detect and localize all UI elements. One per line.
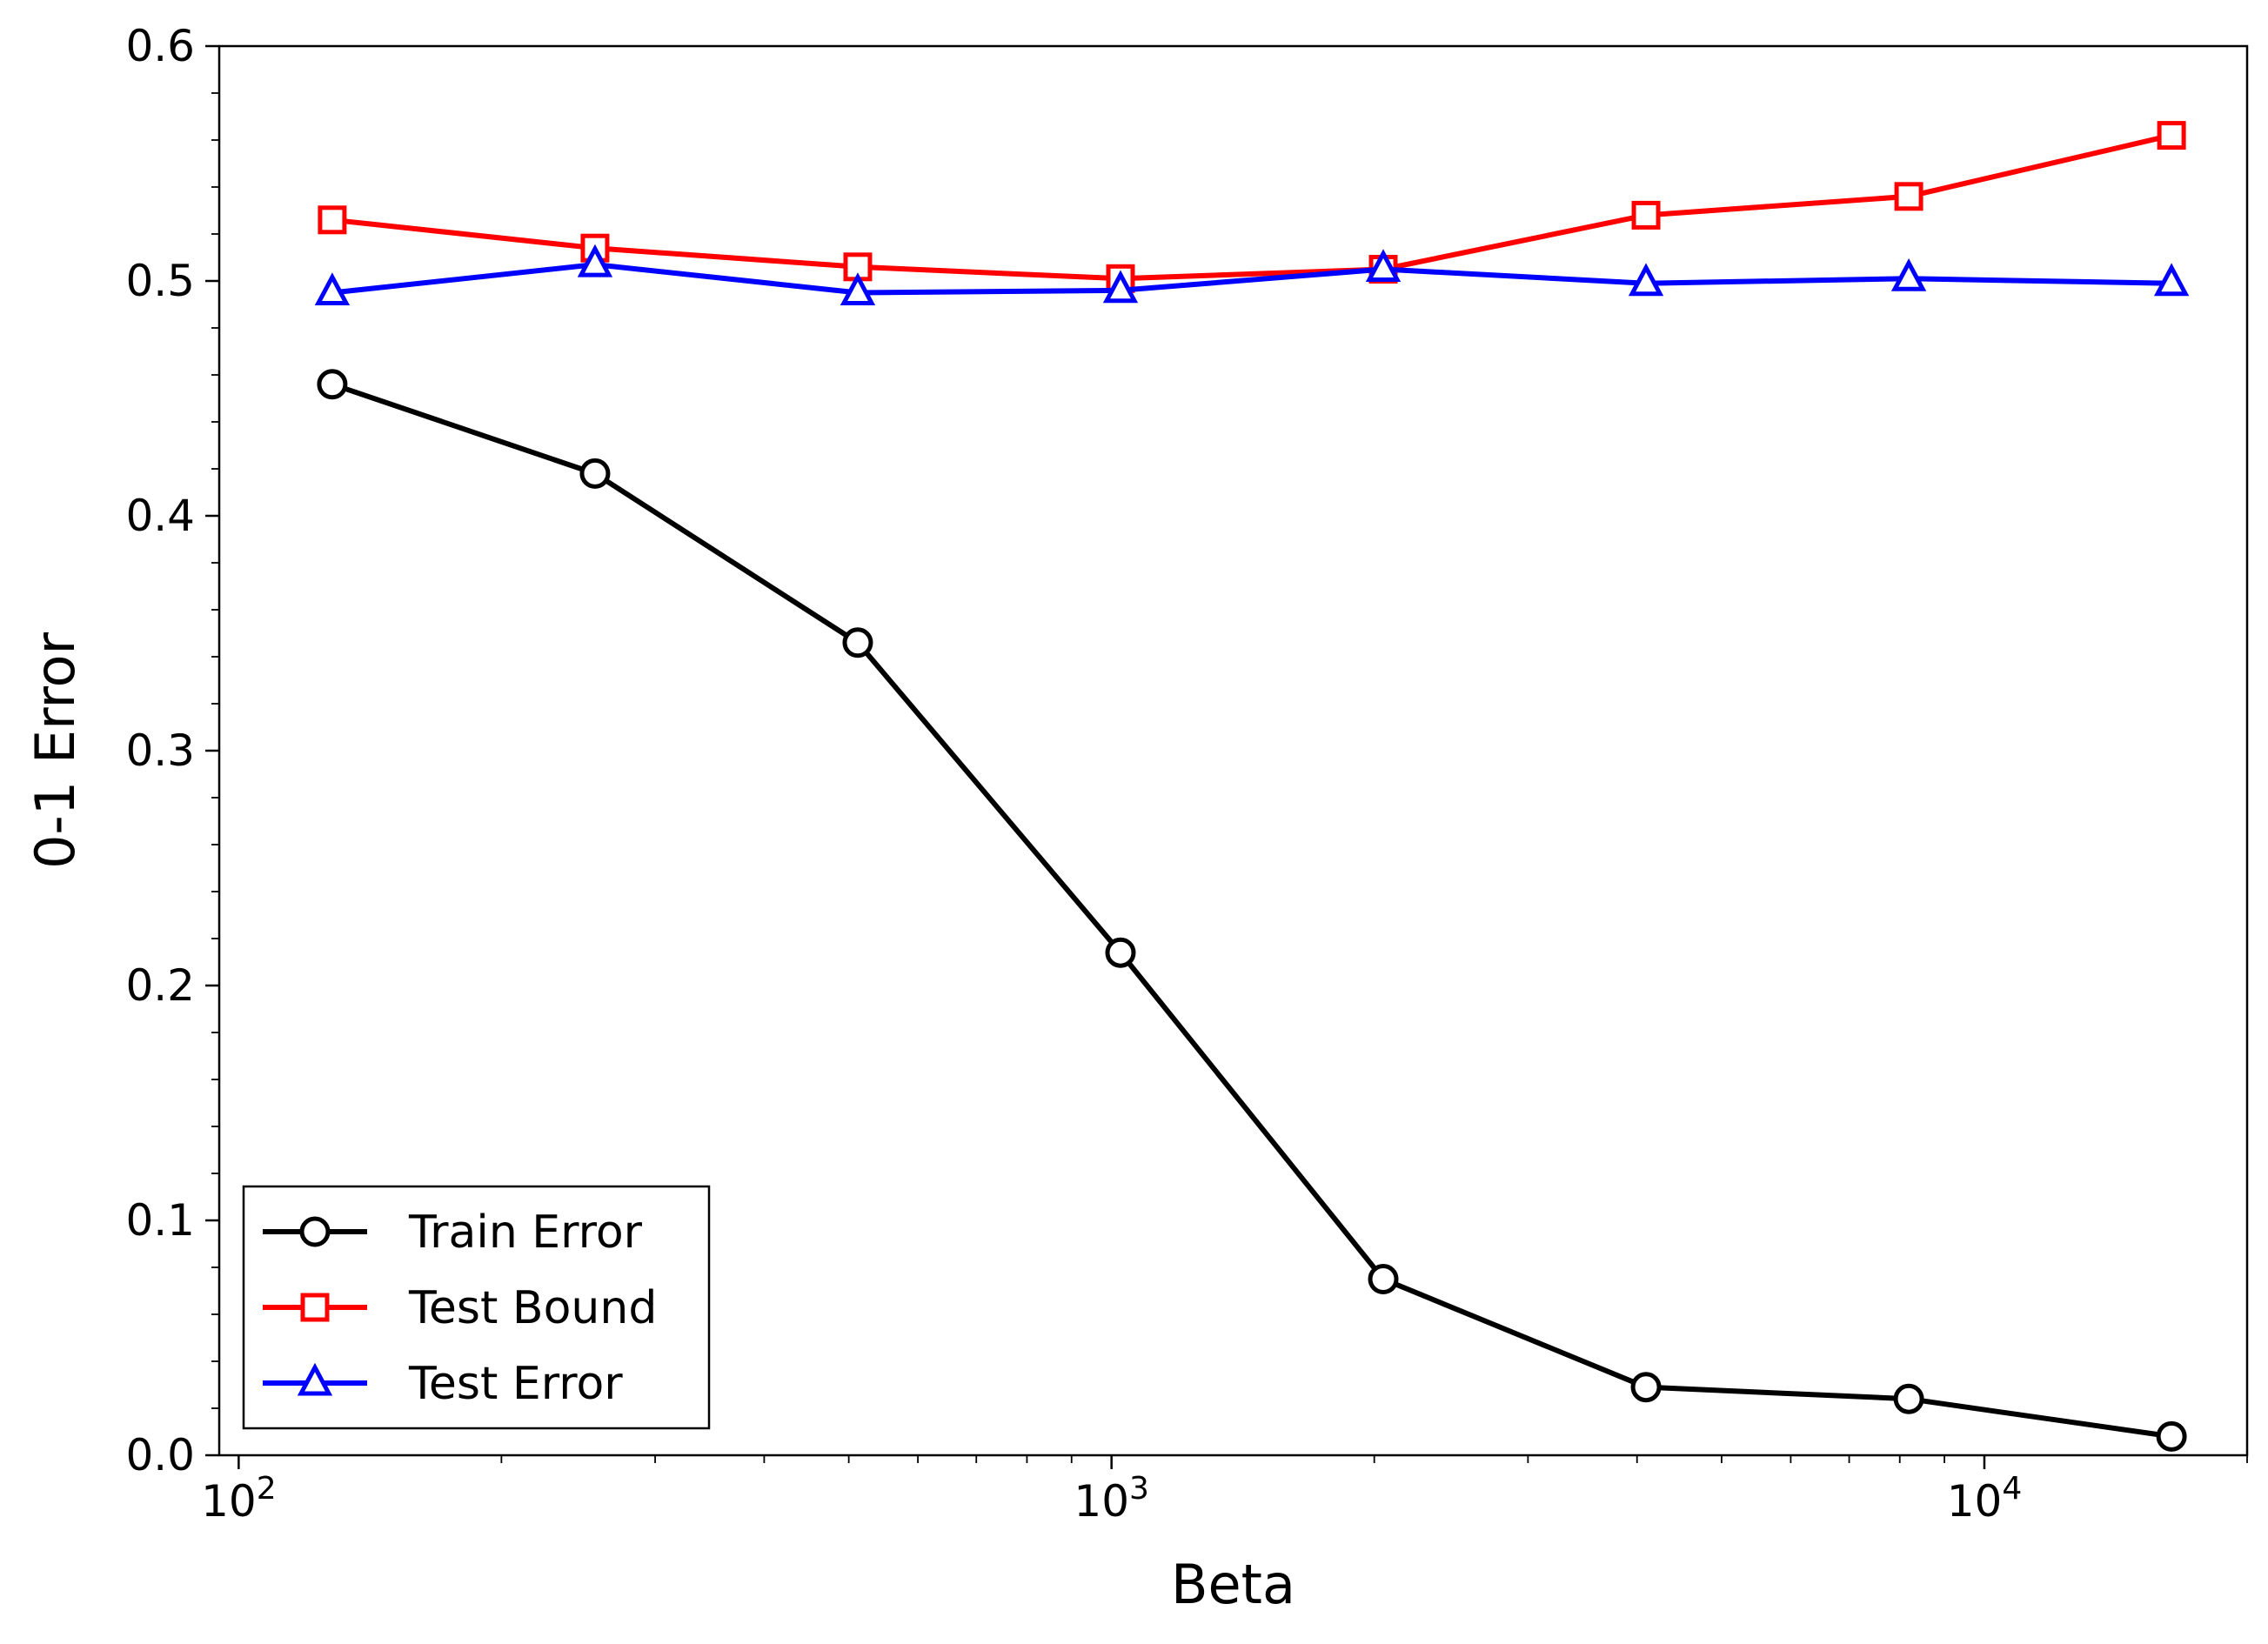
- legend-label: Train Error: [408, 1206, 643, 1259]
- data-point: [842, 627, 873, 658]
- data-point: [1105, 937, 1136, 968]
- data-point: [318, 205, 347, 235]
- legend: Train Error Test Bound Test Error: [242, 1185, 711, 1430]
- y-tick-label: 0.2: [125, 960, 195, 1011]
- data-point: [317, 369, 348, 400]
- series-line: [331, 132, 2172, 282]
- data-point: [579, 458, 611, 489]
- data-point: [1890, 257, 1927, 291]
- major-ticks: 0.0 0.1 0.2 0.3 0.4 0.5 0.6 102 103 104: [125, 21, 2022, 1527]
- data-point: [2157, 121, 2186, 150]
- y-tick-label: 0.0: [125, 1430, 195, 1480]
- data-point: [1631, 200, 1661, 230]
- y-tick-label: 0.6: [125, 21, 195, 71]
- legend-item: Test Bound: [263, 1282, 657, 1334]
- x-tick-label: 103: [1074, 1471, 1149, 1527]
- data-point: [840, 272, 876, 305]
- data-point: [1893, 1383, 1924, 1414]
- series-line: [331, 381, 2172, 1440]
- data-point: [1365, 249, 1402, 282]
- data-point: [1368, 1264, 1399, 1294]
- data-point: [2156, 1420, 2187, 1452]
- series-test-error: [314, 244, 2190, 305]
- data-point: [2153, 263, 2190, 297]
- legend-marker: [297, 1362, 333, 1396]
- series-train-error: [317, 369, 2187, 1452]
- series-line: [331, 262, 2172, 296]
- data-point: [1102, 270, 1139, 304]
- x-axis-label: Beta: [1171, 1553, 1295, 1616]
- series-layer: [314, 121, 2190, 1452]
- x-tick-label: 102: [201, 1471, 277, 1527]
- series-test-bound: [318, 121, 2186, 293]
- y-tick-label: 0.1: [125, 1195, 195, 1246]
- legend-item: Test Error: [263, 1358, 623, 1410]
- legend-marker: [299, 1216, 331, 1247]
- y-tick-label: 0.3: [125, 725, 195, 776]
- plot-frame: [217, 44, 2249, 1457]
- data-point: [1894, 182, 1923, 211]
- legend-item: Train Error: [263, 1206, 643, 1259]
- legend-marker: [300, 1293, 330, 1322]
- data-point: [314, 272, 351, 305]
- legend-label: Test Error: [408, 1358, 623, 1410]
- x-tick-label: 104: [1947, 1471, 2023, 1527]
- data-point: [1630, 1372, 1662, 1403]
- y-tick-label: 0.4: [125, 491, 195, 541]
- data-point: [577, 244, 613, 277]
- legend-label: Test Bound: [408, 1282, 657, 1334]
- y-axis-label: 0-1 Error: [23, 632, 87, 869]
- y-tick-label: 0.5: [125, 256, 195, 306]
- minor-ticks: [211, 92, 2248, 1463]
- data-point: [1628, 263, 1664, 297]
